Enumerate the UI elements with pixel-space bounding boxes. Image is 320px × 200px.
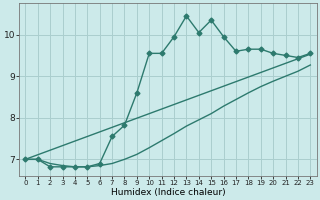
- X-axis label: Humidex (Indice chaleur): Humidex (Indice chaleur): [110, 188, 225, 197]
